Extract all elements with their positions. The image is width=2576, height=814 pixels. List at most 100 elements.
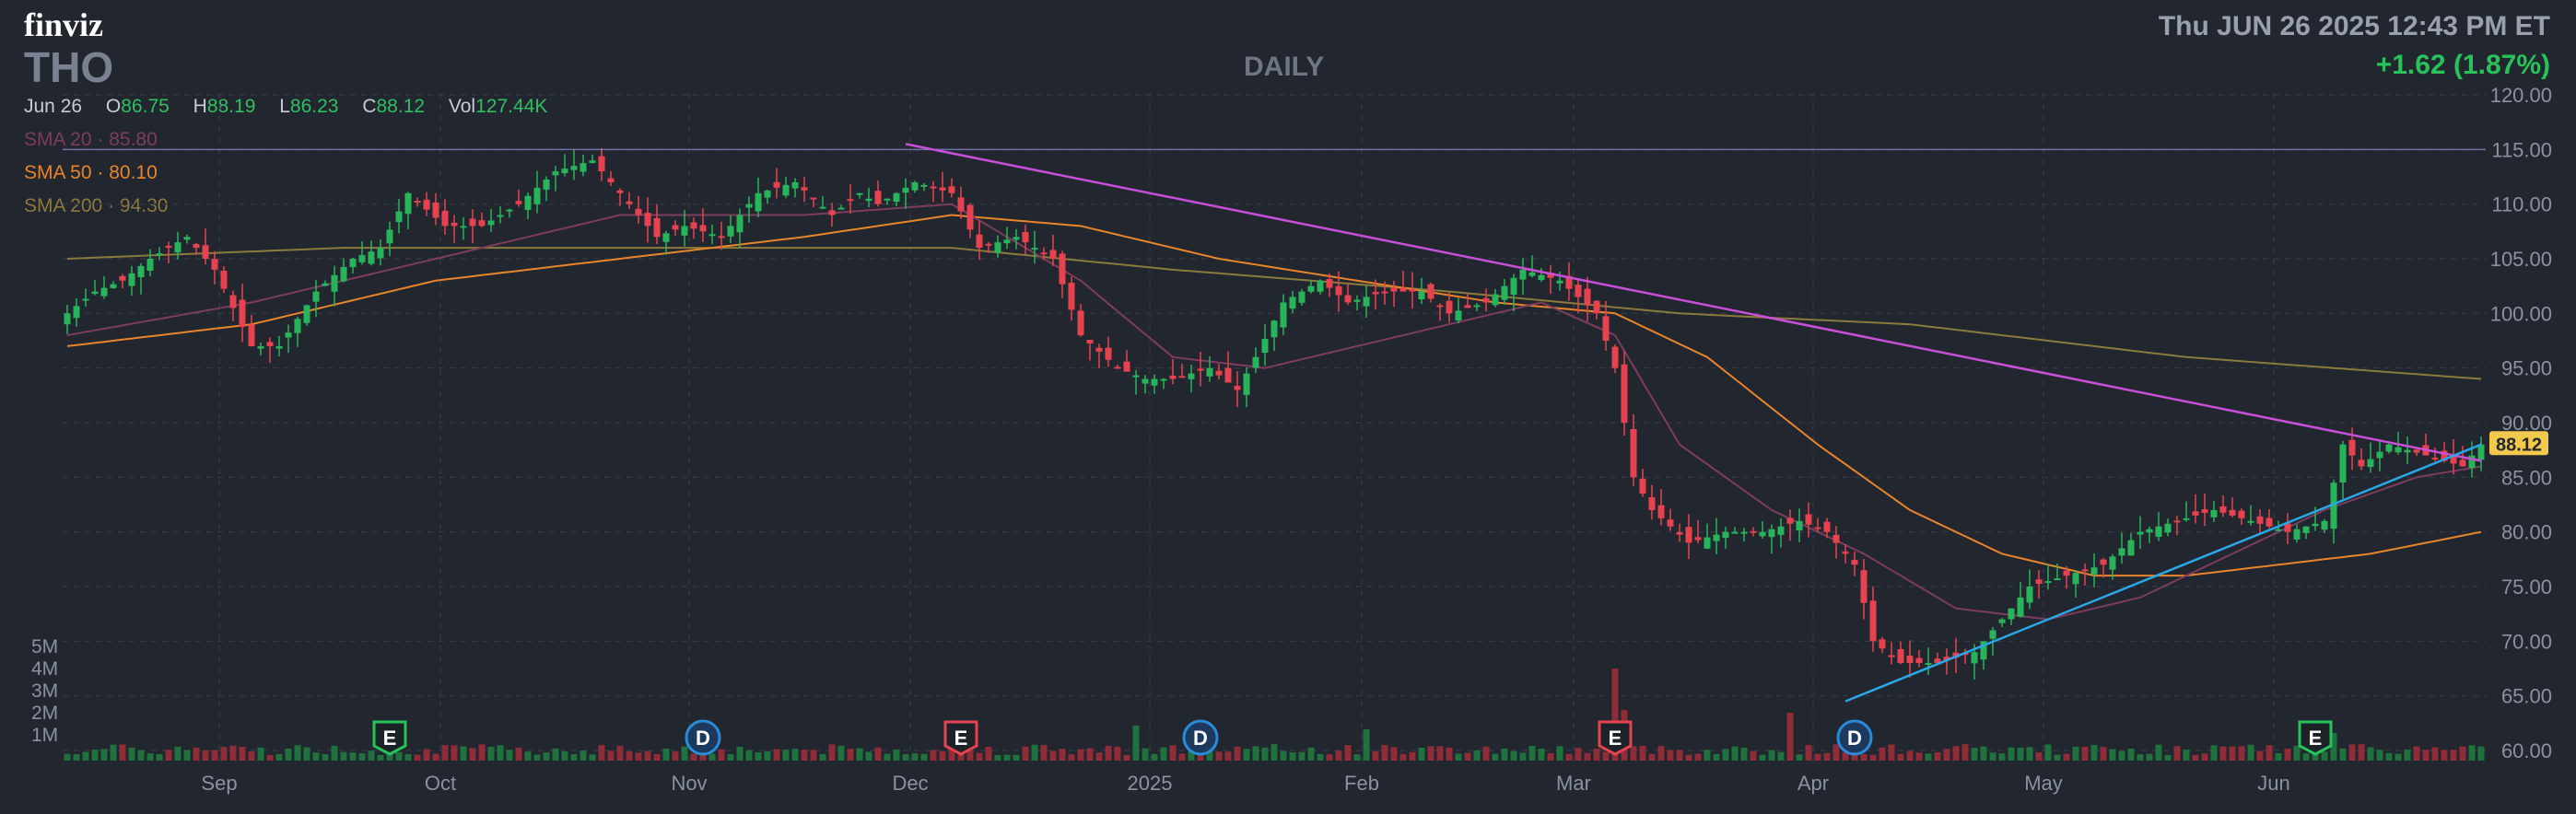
candle-body [2044,581,2052,584]
candle [1317,279,1324,295]
candle-body [2017,597,2024,617]
volume-bar [948,746,955,761]
candle-body [819,206,826,209]
volume-bar [2450,750,2457,761]
earnings-marker[interactable]: E [372,720,407,756]
x-tick-label: Sep [201,772,237,795]
candle [1602,300,1610,351]
candle-body [2367,459,2374,468]
candle [1399,271,1407,292]
earnings-marker[interactable]: E [2298,720,2333,756]
candle-body [524,195,532,210]
candle [386,221,393,257]
candle [626,192,633,209]
candle-body [1611,346,1619,368]
candle [580,154,587,177]
volume-bar [1059,749,1066,761]
candle-body [1888,655,1895,657]
sma200-legend[interactable]: SMA 200 · 94.30 [24,195,169,216]
volume-bar [146,753,154,761]
candle-body [1049,250,1057,259]
earnings-marker[interactable]: E [1598,720,1633,756]
candle [1796,508,1803,542]
candle [266,337,274,364]
candle [1372,279,1379,310]
candle-body [1059,253,1066,285]
candle [2072,569,2079,598]
volume-bar [1142,748,1149,761]
candle [275,335,283,356]
volume-bar [736,746,744,761]
volume-bar [2146,753,2153,761]
volume-bar [2219,746,2227,761]
dividend-marker[interactable]: D [1836,719,1873,756]
candle [506,208,513,218]
candle-body [533,187,541,204]
candle [570,150,578,180]
earnings-badge [1598,720,1633,756]
candle [653,204,661,245]
volume-bar [1943,749,1950,761]
candle [220,266,228,294]
volume-bar [1289,752,1296,761]
candle-body [1003,239,1011,244]
volume-bar [294,745,301,761]
volume-bar [1777,751,1785,761]
volume-bar [791,749,799,761]
candle-body [2358,459,2365,467]
volume-bar [2127,749,2135,761]
candle-body [1077,310,1084,336]
candle-body [1943,657,1950,661]
volume-bar [1547,752,1554,761]
volume-bar [220,747,228,761]
volume-bar [1049,750,1057,761]
volume-bar [718,749,725,761]
candle-body [1989,630,1996,639]
candle-body [884,198,891,201]
volume-bar [1869,754,1877,761]
event-letter: E [383,727,397,750]
volume-bar [2173,746,2181,761]
candle-body [2459,459,2466,467]
candle [469,209,476,244]
candle-body [1280,302,1287,328]
volume-bar [1879,747,1886,761]
volume-bar [1768,750,1775,761]
timeframe-label[interactable]: DAILY [1244,52,1325,82]
candle-body [2081,569,2089,572]
volume-bar [2201,753,2208,761]
volume-bar [202,750,209,761]
volume-bar [911,753,919,761]
candle [736,208,744,249]
candle-body [773,181,780,188]
volume-bar [1436,746,1444,761]
candle [985,241,992,253]
candle-body [1768,529,1775,538]
dividend-marker[interactable]: D [1182,719,1219,756]
volume-bar [699,750,707,761]
candle-body [2302,526,2310,533]
candle [1501,279,1508,305]
candle [635,195,642,224]
volume-bar [183,750,191,761]
candle [1528,255,1536,278]
earnings-marker[interactable]: E [943,720,978,756]
candle-body [828,210,836,215]
volume-bar [1363,729,1370,761]
sma20-legend[interactable]: SMA 20 · 85.80 [24,129,158,150]
volume-bar [1381,745,1388,761]
candle-body [73,306,80,319]
sma50-legend[interactable]: SMA 50 · 80.10 [24,162,158,183]
finviz-logo[interactable]: finviz [24,6,103,43]
y-tick-label: 100.00 [2490,302,2552,325]
candle-body [1243,373,1250,395]
volume-bar [257,747,264,761]
volume-bar [2256,750,2264,761]
candle [1280,294,1287,335]
y-tick-label: 90.00 [2501,412,2552,435]
candle [2321,518,2328,533]
candle-body [635,208,642,215]
dividend-marker[interactable]: D [685,719,721,756]
volume-bar [2164,754,2172,761]
